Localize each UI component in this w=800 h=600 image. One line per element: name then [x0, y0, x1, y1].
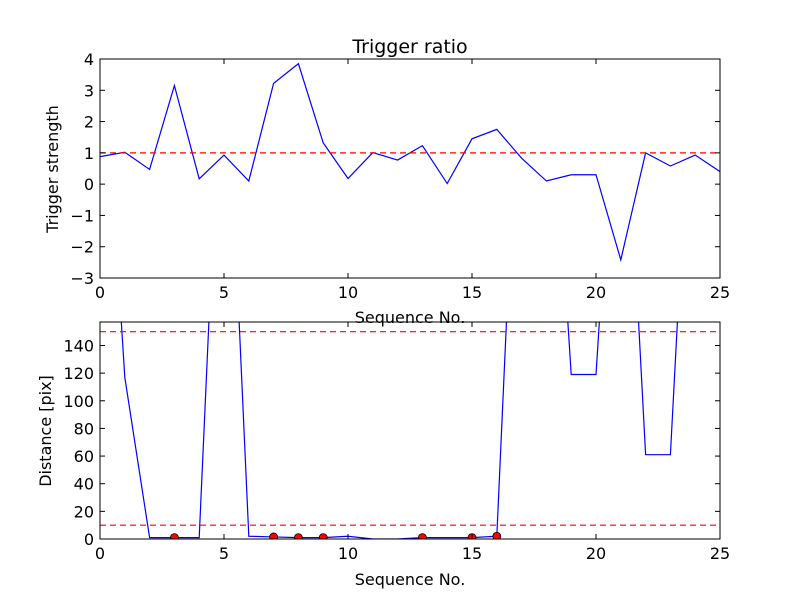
x-tick-label: 0	[95, 283, 105, 302]
x-tick-label: 5	[219, 283, 229, 302]
x-tick-label: 25	[710, 544, 730, 563]
x-tick-label: 10	[338, 283, 358, 302]
x-tick-label: 15	[462, 283, 482, 302]
y-tick-label: −1	[70, 206, 94, 225]
x-tick-label: 5	[219, 544, 229, 563]
distance-chart: Sequence No. Distance [pix] 0 5 10 15 20 25 0 2…	[36, 321, 730, 589]
y-axis-label: Distance [pix]	[36, 375, 55, 487]
y-tick-label: 140	[63, 336, 94, 355]
x-tick-label: 20	[586, 544, 606, 563]
x-tick-label: 15	[462, 544, 482, 563]
y-tick-label: 100	[63, 392, 94, 411]
y-tick-label: −3	[70, 269, 94, 288]
data-point-marker	[318, 533, 328, 539]
x-tick-label: 20	[586, 283, 606, 302]
x-tick-label: 25	[710, 283, 730, 302]
x-axis-label: Sequence No.	[355, 308, 466, 327]
y-tick-label: 120	[63, 364, 94, 383]
data-point-marker	[269, 532, 278, 539]
y-tick-label: 4	[84, 50, 94, 69]
plot-frame	[99, 321, 721, 540]
y-tick-label: 60	[74, 447, 94, 466]
plot-area	[100, 322, 720, 539]
y-tick-label: 20	[74, 502, 94, 521]
chart-marks: 0 5 10 15 20 25 −3 −2 −1 0 1 2 3 4	[70, 50, 730, 302]
y-tick-label: 0	[84, 530, 94, 549]
data-point-marker	[294, 533, 303, 539]
plot-frame	[99, 58, 721, 279]
trigger-ratio-chart: Trigger ratio Sequence No. Trigger stren…	[43, 36, 730, 327]
y-tick-label: 1	[84, 144, 94, 163]
y-tick-label: 80	[74, 419, 94, 438]
series-line	[120, 322, 679, 539]
chart-marks: 0 5 10 15 20 25 0 20 40 60 80 100 120 140	[63, 321, 730, 563]
x-axis-label: Sequence No.	[355, 570, 466, 589]
y-tick-label: 2	[84, 113, 94, 132]
data-point-marker	[170, 533, 179, 539]
y-tick-label: 3	[84, 81, 94, 100]
x-tick-label: 10	[338, 544, 358, 563]
y-axis-label: Trigger strength	[43, 105, 62, 234]
y-tick-label: −2	[70, 238, 94, 257]
x-tick-label: 0	[95, 544, 105, 563]
data-point-marker	[492, 531, 502, 539]
y-tick-label: 0	[84, 175, 94, 194]
chart-title: Trigger ratio	[351, 36, 467, 58]
y-tick-label: 40	[74, 475, 94, 494]
data-point-marker	[418, 533, 427, 539]
plot-area	[100, 62, 720, 263]
